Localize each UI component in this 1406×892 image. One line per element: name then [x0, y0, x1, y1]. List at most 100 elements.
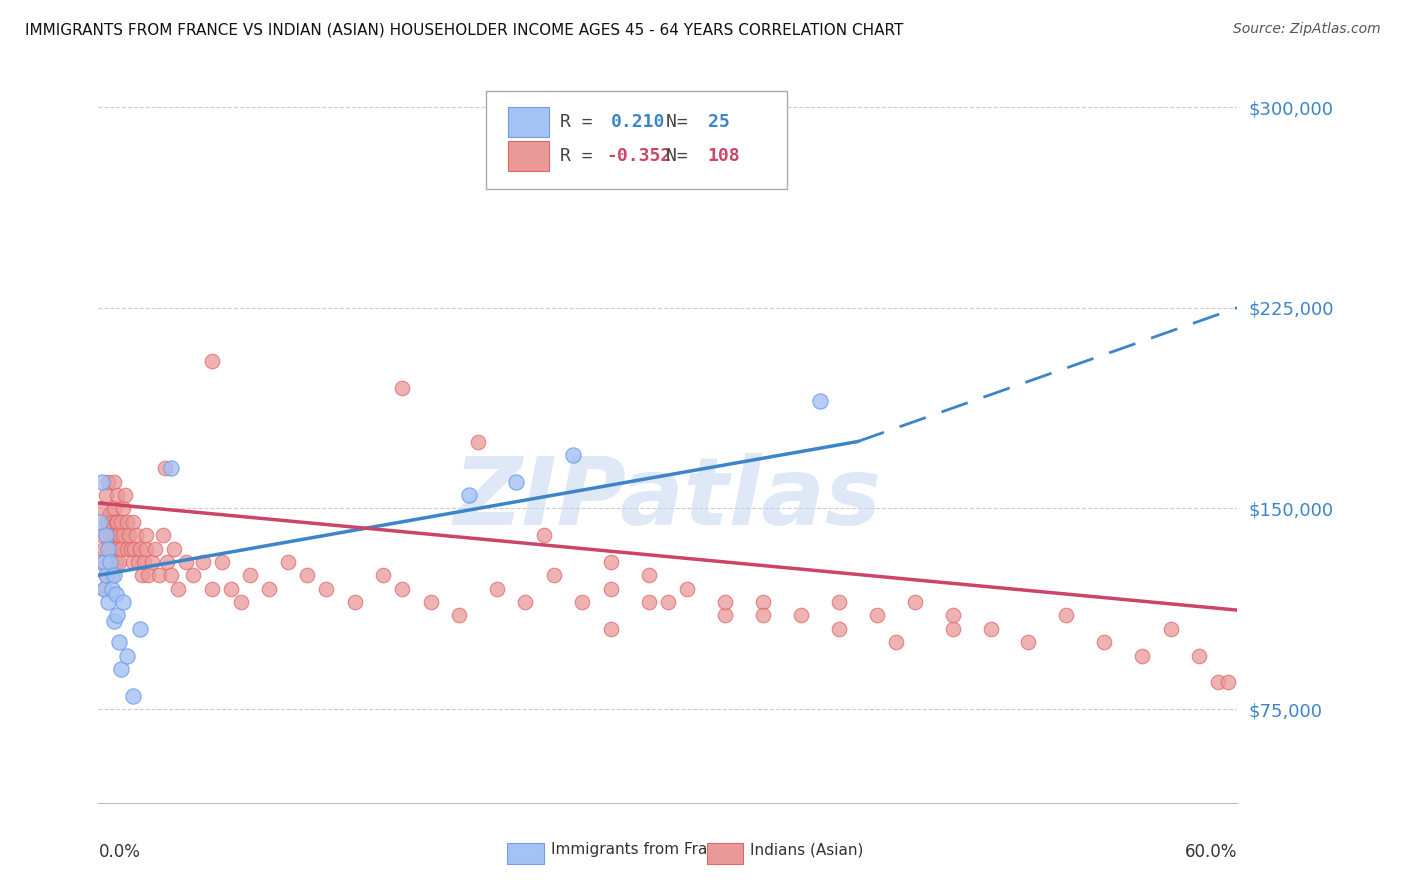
Point [676, 582, 699, 596]
Point [1216, 675, 1239, 690]
Point [103, 475, 125, 489]
Point [277, 555, 299, 569]
Text: N=: N= [665, 147, 699, 165]
Point [156, 555, 179, 569]
Point [110, 541, 132, 556]
Point [104, 555, 127, 569]
Point [103, 568, 125, 582]
Point [515, 595, 537, 609]
Point [486, 582, 509, 596]
Point [229, 595, 252, 609]
Point [93, 582, 115, 596]
Point [371, 568, 394, 582]
FancyBboxPatch shape [509, 107, 550, 137]
Text: R =: R = [560, 147, 603, 165]
Point [97, 541, 120, 556]
Point [562, 448, 585, 462]
Point [108, 555, 131, 569]
Text: 0.210: 0.210 [610, 113, 665, 131]
Point [97, 475, 120, 489]
Point [91, 528, 114, 542]
Point [866, 608, 889, 623]
Point [638, 595, 661, 609]
Point [201, 582, 224, 596]
Point [93, 555, 115, 569]
Text: IMMIGRANTS FROM FRANCE VS INDIAN (ASIAN) HOUSEHOLDER INCOME AGES 45 - 64 YEARS C: IMMIGRANTS FROM FRANCE VS INDIAN (ASIAN)… [25, 22, 904, 37]
Point [104, 587, 127, 601]
Point [121, 555, 143, 569]
Point [127, 555, 149, 569]
Point [94, 528, 117, 542]
Point [315, 582, 337, 596]
Text: 25: 25 [707, 113, 730, 131]
Point [159, 568, 181, 582]
Point [1188, 648, 1211, 663]
Point [790, 608, 813, 623]
Point [98, 555, 121, 569]
Point [391, 582, 413, 596]
Point [112, 528, 135, 542]
Point [100, 515, 122, 529]
Point [103, 528, 125, 542]
Point [110, 662, 132, 676]
Point [107, 488, 129, 502]
Point [110, 515, 132, 529]
Point [449, 608, 471, 623]
Point [828, 622, 851, 636]
Point [93, 582, 115, 596]
Point [141, 555, 163, 569]
Point [93, 541, 115, 556]
Point [211, 555, 233, 569]
Text: ZIPatlas: ZIPatlas [454, 453, 882, 545]
Point [167, 582, 190, 596]
Point [1018, 635, 1040, 649]
Point [533, 528, 555, 542]
Point [118, 528, 141, 542]
FancyBboxPatch shape [485, 91, 787, 189]
Point [1208, 675, 1230, 690]
Text: 60.0%: 60.0% [1185, 843, 1237, 861]
Point [107, 515, 129, 529]
Point [135, 528, 157, 542]
Point [97, 541, 120, 556]
Point [571, 595, 593, 609]
Point [129, 622, 152, 636]
Point [600, 555, 623, 569]
Point [97, 515, 120, 529]
Point [145, 541, 167, 556]
Point [714, 608, 737, 623]
Point [979, 622, 1001, 636]
Point [297, 568, 319, 582]
Point [89, 555, 111, 569]
Point [183, 568, 205, 582]
Point [657, 595, 679, 609]
Point [94, 488, 117, 502]
Point [884, 635, 907, 649]
FancyBboxPatch shape [707, 843, 742, 864]
Point [107, 528, 129, 542]
Point [808, 394, 831, 409]
Point [942, 622, 965, 636]
Point [904, 595, 927, 609]
Point [103, 614, 125, 628]
Point [120, 541, 142, 556]
Point [1132, 648, 1154, 663]
Point [97, 595, 120, 609]
Point [112, 501, 135, 516]
Point [115, 515, 138, 529]
Point [98, 555, 121, 569]
Text: 0.0%: 0.0% [98, 843, 141, 861]
Point [98, 528, 121, 542]
Point [108, 528, 131, 542]
Point [1056, 608, 1078, 623]
Point [98, 507, 121, 521]
Point [104, 515, 127, 529]
Point [505, 475, 527, 489]
Point [419, 595, 441, 609]
Point [467, 434, 489, 449]
Point [752, 608, 775, 623]
Point [94, 515, 117, 529]
Point [174, 555, 197, 569]
Point [714, 595, 737, 609]
Text: Source: ZipAtlas.com: Source: ZipAtlas.com [1233, 22, 1381, 37]
